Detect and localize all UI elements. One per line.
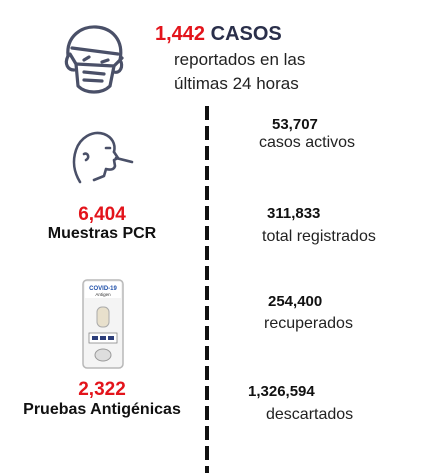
dashed-divider [205,106,209,473]
stat-label: recuperados [264,315,353,332]
masked-person-icon [54,20,134,100]
pcr-number: 6,404 [78,204,126,225]
stat-value: 1,326,594 [248,383,315,400]
kit-subtitle: Antigen [95,292,111,297]
antigen-test-kit-icon: COVID-19 Antigen [82,279,124,369]
cases-title: 1,442 CASOS [155,22,282,46]
cases-number: 1,442 [155,23,206,45]
cases-line-2: últimas 24 horas [174,74,299,93]
cases-label: CASOS [210,23,282,45]
stat-value: 53,707 [272,116,318,133]
stat-value: 254,400 [268,293,323,310]
pcr-label: Muestras PCR [47,225,157,242]
stat-label: total registrados [262,228,376,245]
kit-brand: COVID-19 [89,286,117,292]
nasal-swab-icon [66,122,136,192]
cases-line-1: reportados en las [174,50,306,69]
stat-value: 311,833 [267,205,321,222]
antigen-number: 2,322 [78,379,126,400]
stat-label: descartados [266,406,354,423]
antigen-label: Pruebas Antigénicas [23,401,181,418]
stat-label: casos activos [259,134,356,151]
